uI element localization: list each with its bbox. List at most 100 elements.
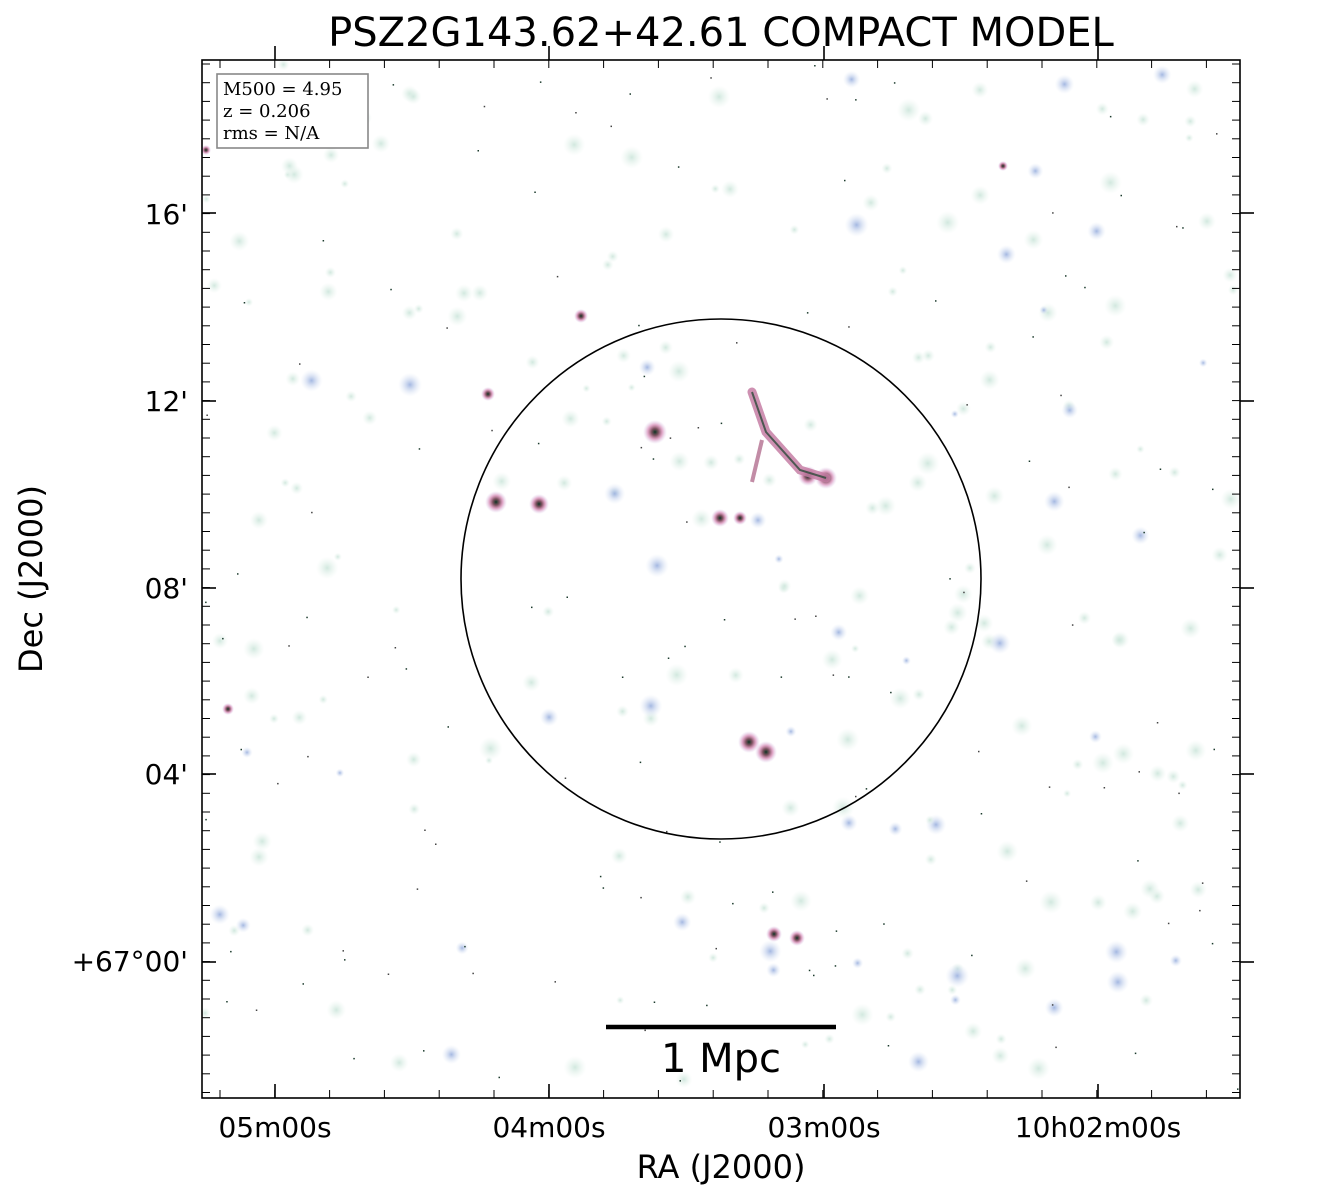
plot-area — [202, 60, 1240, 1098]
point-source — [477, 150, 479, 152]
point-source — [1084, 286, 1086, 289]
faint-source — [1106, 970, 1130, 994]
point-source — [732, 902, 734, 905]
point-source — [1167, 922, 1170, 925]
point-source — [978, 750, 980, 753]
faint-source — [657, 226, 675, 243]
point-source — [342, 950, 344, 952]
faint-source — [727, 667, 744, 684]
point-source — [1071, 624, 1074, 626]
point-source — [963, 591, 965, 594]
faint-source — [975, 614, 994, 633]
faint-source — [898, 266, 908, 275]
faint-source — [785, 726, 797, 737]
point-source — [629, 93, 631, 95]
point-source — [418, 448, 421, 450]
point-source — [435, 843, 437, 845]
point-source — [890, 691, 892, 694]
point-source — [652, 458, 655, 460]
faint-source — [1227, 284, 1239, 296]
faint-source — [478, 736, 503, 761]
faint-source — [1136, 112, 1150, 127]
faint-source — [901, 656, 911, 666]
faint-source — [290, 481, 304, 495]
faint-source — [441, 1044, 462, 1065]
point-source — [237, 573, 239, 575]
faint-source — [707, 85, 731, 109]
y-tick-label: 08' — [145, 572, 188, 605]
faint-source — [830, 623, 848, 641]
info-line-redshift: z = 0.206 — [223, 101, 311, 122]
y-tick-label: 16' — [145, 198, 188, 231]
point-source — [226, 1001, 228, 1003]
point-source — [706, 1004, 708, 1007]
point-source — [723, 619, 726, 621]
faint-source — [665, 663, 689, 687]
bright-source — [485, 491, 507, 513]
faint-source — [851, 644, 860, 653]
point-source — [405, 668, 408, 670]
faint-source — [638, 358, 656, 376]
faint-source — [836, 728, 860, 751]
point-source — [243, 302, 246, 304]
point-source — [966, 404, 968, 406]
faint-source — [280, 478, 290, 488]
point-source — [832, 674, 835, 676]
faint-source — [908, 473, 928, 493]
point-source — [815, 615, 817, 617]
faint-source — [1061, 401, 1078, 419]
faint-source — [1027, 1057, 1050, 1080]
point-source — [814, 65, 816, 67]
faint-source — [721, 180, 739, 198]
point-source — [1213, 748, 1215, 751]
point-source — [554, 981, 556, 983]
bright-source — [574, 309, 588, 323]
faint-source — [1088, 730, 1102, 744]
faint-source — [455, 284, 473, 303]
point-source — [599, 875, 602, 878]
point-source — [736, 342, 738, 344]
faint-source — [1197, 212, 1216, 231]
point-source — [1159, 468, 1162, 470]
point-source — [394, 647, 397, 649]
faint-source — [984, 486, 1005, 506]
point-source — [302, 983, 304, 985]
faint-source — [803, 417, 818, 432]
faint-source — [211, 632, 229, 650]
point-source — [697, 427, 700, 429]
faint-source — [703, 454, 720, 471]
info-line-mass: M500 = 4.95 — [223, 79, 342, 100]
point-source — [667, 657, 670, 659]
faint-source — [964, 1022, 983, 1041]
point-source — [1068, 486, 1070, 489]
point-source — [677, 166, 680, 168]
point-source — [794, 618, 796, 620]
faint-source — [291, 709, 308, 726]
faint-source — [766, 962, 781, 978]
faint-source — [209, 904, 230, 925]
faint-source — [455, 941, 469, 955]
point-source — [887, 1045, 890, 1047]
faint-source — [842, 70, 861, 89]
faint-source — [1220, 488, 1240, 510]
point-source — [653, 1001, 656, 1003]
point-source — [848, 326, 850, 328]
faint-source — [762, 472, 777, 488]
point-source — [539, 81, 542, 83]
faint-source — [616, 996, 625, 1005]
faint-source — [1099, 334, 1115, 350]
faint-source — [1139, 993, 1153, 1008]
point-source — [848, 676, 850, 678]
point-source — [575, 112, 577, 114]
faint-source — [1087, 221, 1106, 241]
y-tick-label: +67°00' — [72, 945, 188, 978]
faint-source — [1136, 444, 1145, 454]
bright-source — [766, 926, 782, 942]
point-source — [1060, 394, 1062, 397]
faint-source — [1123, 901, 1143, 921]
point-source — [222, 637, 224, 640]
point-source — [205, 601, 207, 604]
faint-source — [1131, 526, 1150, 545]
faint-source — [244, 298, 254, 307]
x-tick-label: 03m00s — [767, 1111, 880, 1144]
